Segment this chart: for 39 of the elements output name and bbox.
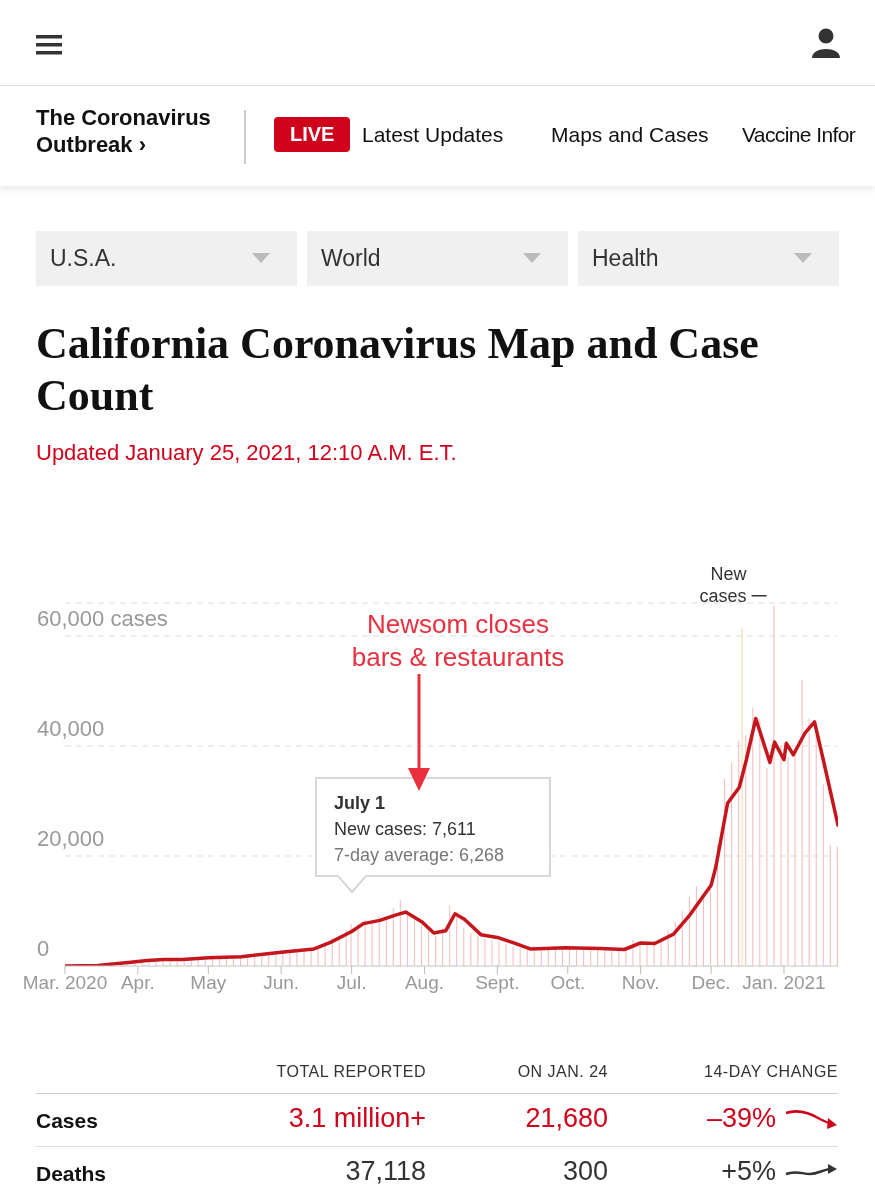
x-tick-label: Jun. (263, 972, 300, 994)
text: 3.1 million+ (287, 1103, 426, 1134)
y-tick-label: 60,000 cases (37, 606, 168, 631)
x-tick-label: Oct. (550, 972, 586, 994)
x-tick-label: Dec. (691, 972, 731, 994)
x-tick-label: Sept. (475, 972, 520, 994)
text: 14-DAY CHANGE (703, 1063, 838, 1081)
series-label: New cases (699, 563, 748, 606)
text: World (321, 245, 381, 272)
y-tick-label: 20,000 (37, 826, 105, 851)
text: The Coronavirus Outbreak › (36, 104, 212, 158)
x-tick-label: May (190, 972, 227, 994)
text: Maps and Cases (551, 123, 709, 147)
x-tick-label: Nov. (621, 972, 660, 994)
text: 21,680 (525, 1103, 608, 1133)
text: TOTAL REPORTED (275, 1063, 426, 1081)
x-tick-label: Apr. (120, 972, 155, 994)
y-tick-label: 0 (37, 936, 50, 961)
chart-title: California Coronavirus Map and Case Count (36, 318, 760, 422)
text: Health (592, 245, 659, 272)
x-tick-label: Mar. 2020 (22, 972, 108, 994)
chart-subtitle: Updated January 25, 2021, 12:10 A.M. E.T. (36, 440, 457, 466)
x-tick-label: Jul. (336, 972, 367, 994)
text: Vaccine Infor (742, 123, 856, 147)
x-tick-label: Aug. (404, 972, 445, 994)
text: Cases (36, 1109, 98, 1133)
annotation: July 1 New cases: 7,611 7-day average: 6,268 (334, 792, 505, 867)
text: Latest Updates (362, 123, 504, 147)
y-tick-label: 40,000 (37, 716, 105, 741)
text: 300 (562, 1156, 608, 1186)
text: 37,118 (344, 1156, 426, 1187)
x-tick-label: Jan. 2021 (742, 972, 826, 994)
text: ON JAN. 24 (517, 1063, 608, 1080)
text: +5% (721, 1156, 776, 1186)
text: Deaths (36, 1162, 107, 1186)
annotation: Newsom closes bars & restaurants (350, 608, 566, 674)
text: U.S.A. (50, 245, 117, 272)
text: –39% (706, 1103, 776, 1133)
text: LIVE (274, 117, 351, 152)
